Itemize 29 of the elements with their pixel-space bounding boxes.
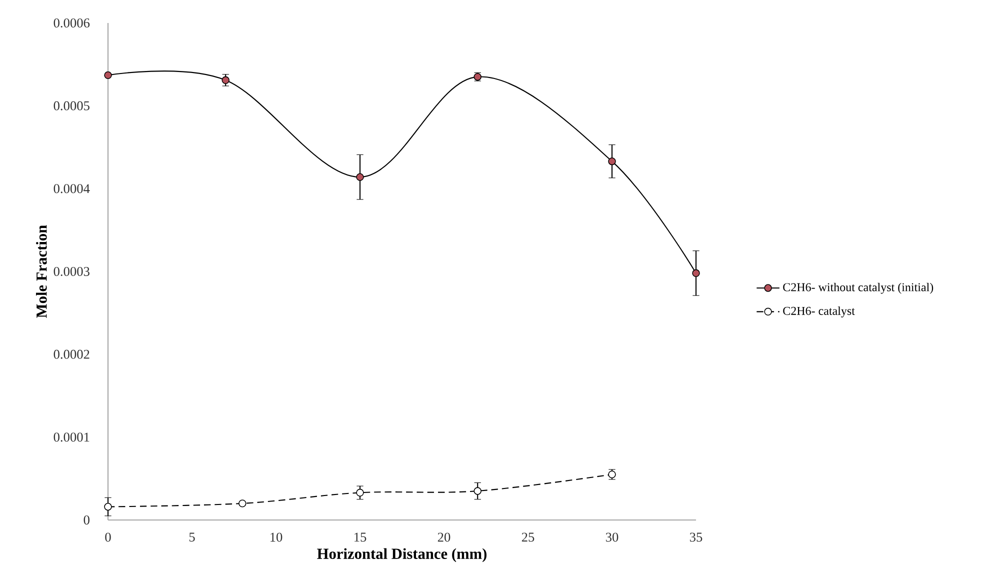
y-tick-label: 0.0005: [54, 101, 90, 110]
x-axis-title: Horizontal Distance (mm): [317, 548, 486, 562]
x-tick-label: 30: [606, 532, 618, 542]
x-tick-label: 20: [438, 532, 450, 542]
x-tick-label: 35: [690, 532, 702, 542]
y-tick-label: 0.0006: [54, 18, 90, 28]
y-tick-label: 0.0002: [54, 350, 90, 359]
point: [356, 173, 364, 181]
point: [222, 76, 230, 84]
legend-label: C2H6- catalyst: [783, 306, 855, 318]
point: [608, 470, 616, 478]
legend-label: C2H6- without catalyst (initial): [783, 282, 934, 294]
y-tick-label: 0.0003: [54, 266, 90, 276]
y-tick-label: 0: [84, 516, 90, 524]
y-tick-label: 0.0004: [54, 184, 90, 194]
x-tick-label: 5: [189, 532, 195, 542]
point: [104, 71, 112, 80]
x-tick-label: 15: [354, 532, 366, 542]
y-tick-label: 0.0001: [54, 432, 90, 442]
x-tick-label: 25: [522, 532, 534, 542]
point: [104, 502, 112, 511]
point: [356, 488, 364, 497]
x-tick-label: 10: [270, 532, 282, 542]
point: [608, 157, 616, 166]
y-axis-title: Mole Fraction: [36, 225, 47, 318]
point: [238, 500, 246, 508]
point: [474, 487, 482, 495]
point: [692, 269, 700, 278]
x-tick-label: 0: [105, 532, 111, 542]
